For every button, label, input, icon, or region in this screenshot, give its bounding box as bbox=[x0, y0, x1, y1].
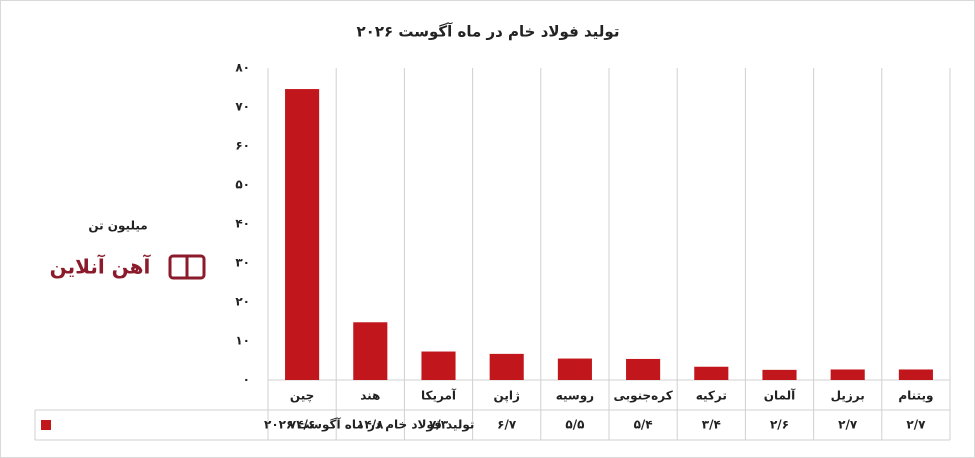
table-value: ۷/۳ bbox=[429, 418, 449, 432]
legend-label: تولید فولاد خام در ماه آگوست ۲۰۲۶ bbox=[264, 417, 474, 433]
table-value: ۲/۷ bbox=[838, 418, 858, 432]
bar bbox=[557, 358, 592, 380]
y-tick-label: ۸۰ bbox=[235, 61, 250, 75]
x-tick-label: آلمان bbox=[764, 388, 796, 403]
y-tick-label: ۳۰ bbox=[235, 256, 250, 270]
chart-title: تولید فولاد خام در ماه آگوست ۲۰۲۶ bbox=[357, 23, 620, 41]
x-tick-label: هند bbox=[360, 389, 380, 403]
table-value: ۵/۵ bbox=[565, 418, 584, 432]
y-tick-label: ۵۰ bbox=[235, 178, 250, 192]
legend-swatch bbox=[41, 420, 51, 430]
table-value: ۷۴/۶ bbox=[289, 418, 315, 432]
x-tick-label: ترکیه bbox=[696, 389, 727, 403]
x-tick-label: کره‌جنوبی bbox=[613, 389, 672, 404]
x-tick-label: برزیل bbox=[831, 389, 865, 403]
bar bbox=[285, 89, 320, 380]
logo: آهن آنلاین bbox=[50, 254, 206, 280]
y-tick-label: ۷۰ bbox=[235, 100, 250, 114]
bar bbox=[898, 369, 933, 380]
y-tick-label: ۶۰ bbox=[235, 139, 250, 153]
bar bbox=[489, 353, 524, 380]
bar bbox=[762, 369, 797, 380]
y-tick-label: ۴۰ bbox=[235, 217, 250, 231]
y-tick-label: ۰ bbox=[243, 373, 250, 387]
table-value: ۳/۴ bbox=[702, 418, 721, 432]
y-tick-label: ۱۰ bbox=[235, 334, 250, 348]
y-tick-label: ۲۰ bbox=[235, 295, 250, 309]
x-tick-label: چین bbox=[290, 389, 314, 403]
bar bbox=[830, 369, 865, 380]
x-tick-label: آمریکا bbox=[421, 388, 457, 403]
table-value: ۱۴/۸ bbox=[357, 418, 384, 432]
table-value: ۲/۶ bbox=[770, 418, 789, 432]
bar bbox=[694, 366, 729, 380]
table-value: ۵/۴ bbox=[634, 418, 653, 432]
bar bbox=[353, 322, 388, 380]
y-axis-label: میلیون تن bbox=[88, 219, 147, 234]
bar bbox=[421, 351, 456, 380]
x-tick-label: روسیه bbox=[556, 389, 594, 404]
table-value: ۲/۷ bbox=[906, 418, 926, 432]
x-tick-label: ویتنام bbox=[898, 389, 933, 404]
logo-text: آهن آنلاین bbox=[50, 254, 152, 279]
bar bbox=[626, 358, 661, 380]
table-value: ۶/۷ bbox=[497, 418, 517, 432]
x-tick-label: ژاپن bbox=[494, 389, 520, 403]
